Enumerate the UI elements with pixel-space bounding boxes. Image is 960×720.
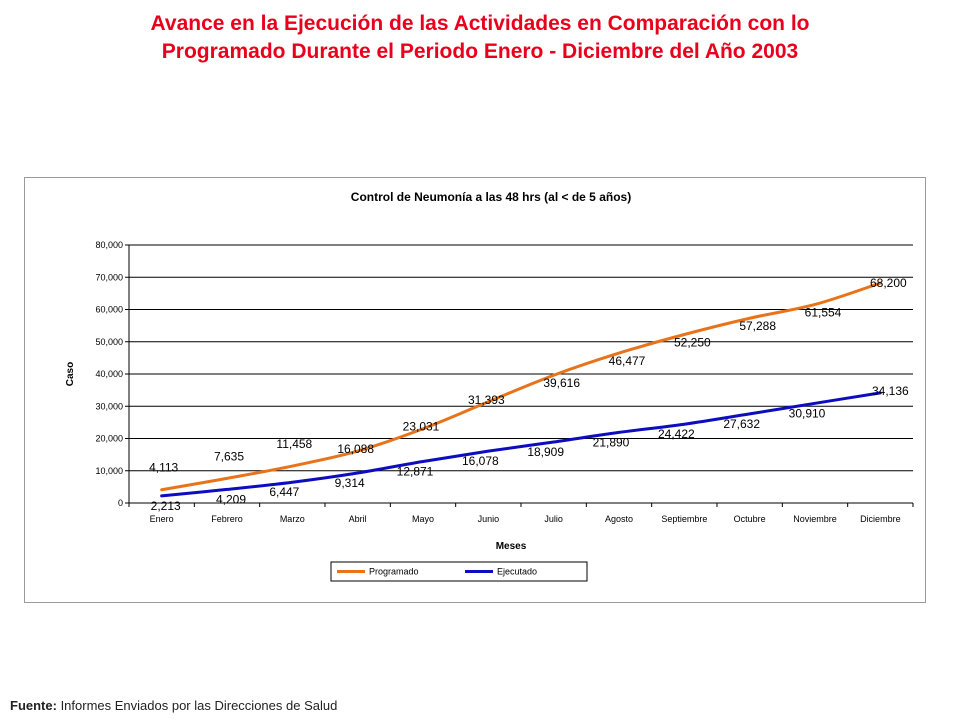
x-tick-label: Noviembre [793, 514, 837, 524]
data-label: 23,031 [403, 420, 440, 434]
data-label: 68,200 [870, 276, 907, 290]
x-tick-label: Julio [544, 514, 563, 524]
data-label: 16,088 [337, 442, 374, 456]
x-axis-label: Meses [496, 541, 527, 552]
x-tick-label: Febrero [211, 514, 243, 524]
data-label: 9,314 [335, 476, 365, 490]
x-tick-label: Agosto [605, 514, 633, 524]
data-label: 31,393 [468, 393, 505, 407]
x-tick-label: Diciembre [860, 514, 901, 524]
legend-label: Ejecutado [497, 567, 537, 577]
chart-title: Control de Neumonía a las 48 hrs (al < d… [351, 190, 631, 204]
data-label: 52,250 [674, 335, 711, 349]
data-label: 6,447 [269, 485, 299, 499]
series-line-ejecutado [160, 391, 882, 498]
y-tick-label: 30,000 [95, 401, 123, 411]
line-chart: Control de Neumonía a las 48 hrs (al < d… [65, 190, 914, 582]
data-label: 4,113 [149, 461, 178, 475]
data-label: 39,616 [543, 376, 580, 390]
x-tick-label: Enero [150, 514, 174, 524]
data-label: 18,909 [527, 445, 564, 459]
page-title-line-1: Avance en la Ejecución de las Actividade… [150, 12, 810, 35]
data-label: 46,477 [609, 354, 646, 368]
data-label: 30,910 [789, 406, 826, 420]
x-tick-label: Octubre [734, 514, 766, 524]
y-tick-label: 50,000 [95, 337, 123, 347]
page-title-line-2: Programado Durante el Periodo Enero - Di… [161, 40, 799, 63]
y-axis-label: Caso [65, 362, 76, 386]
x-tick-label: Septiembre [661, 514, 707, 524]
y-tick-label: 40,000 [95, 369, 123, 379]
x-tick-label: Abril [349, 514, 367, 524]
source-label: Fuente: [10, 698, 57, 713]
data-label: 21,890 [593, 435, 630, 449]
data-label: 61,554 [805, 305, 842, 319]
data-label: 11,458 [276, 437, 312, 451]
data-label: 2,213 [151, 499, 181, 513]
source-text: Informes Enviados por las Direcciones de… [56, 698, 338, 713]
y-tick-label: 20,000 [95, 434, 123, 444]
data-label: 34,136 [872, 384, 909, 398]
x-tick-label: Junio [478, 514, 500, 524]
data-label: 7,635 [214, 449, 244, 463]
x-tick-label: Marzo [280, 514, 305, 524]
series-line-programado [160, 281, 882, 492]
y-tick-label: 0 [118, 498, 123, 508]
data-label: 12,871 [397, 464, 434, 478]
chart-frame: Control de Neumonía a las 48 hrs (al < d… [24, 177, 926, 603]
source-note: Fuente: Informes Enviados por las Direcc… [10, 698, 337, 713]
x-tick-label: Mayo [412, 514, 434, 524]
page-title: Avance en la Ejecución de las Actividade… [0, 10, 960, 66]
y-tick-label: 70,000 [95, 272, 123, 282]
data-label: 57,288 [739, 319, 776, 333]
legend-label: Programado [369, 567, 419, 577]
y-tick-label: 80,000 [95, 240, 123, 250]
y-tick-label: 10,000 [95, 466, 123, 476]
data-label: 24,422 [658, 427, 695, 441]
legend-box [330, 561, 588, 582]
y-tick-label: 60,000 [95, 305, 123, 315]
data-label: 4,209 [216, 492, 246, 506]
data-label: 27,632 [723, 417, 760, 431]
data-label: 16,078 [462, 454, 499, 468]
